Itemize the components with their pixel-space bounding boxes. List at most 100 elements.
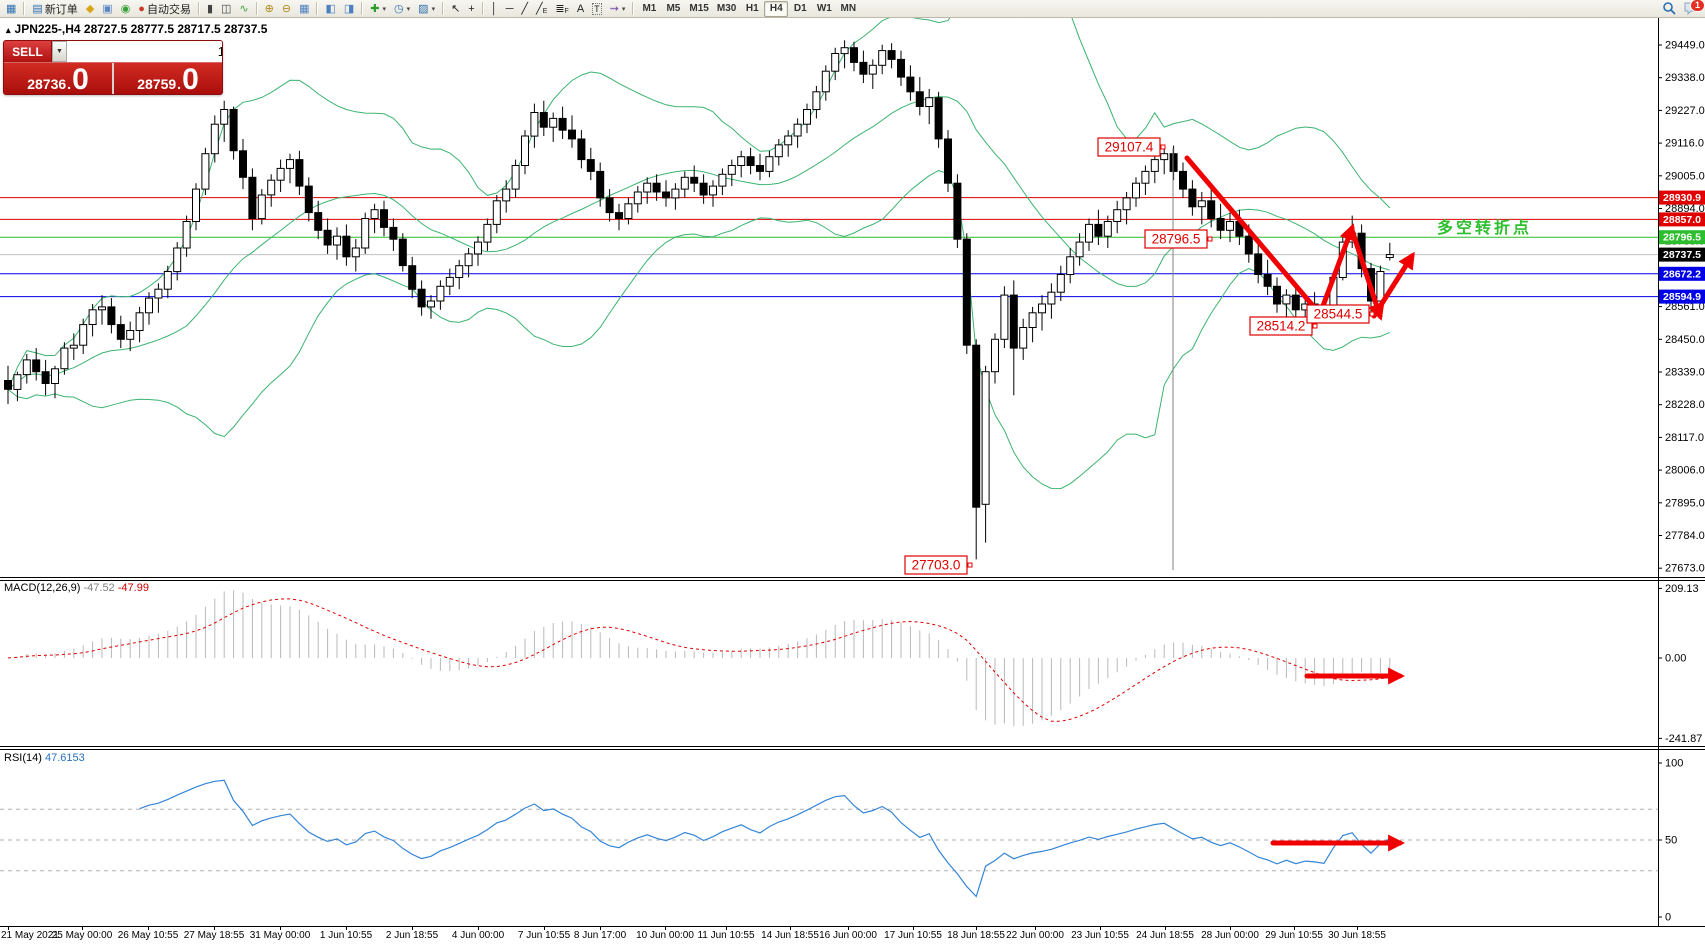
vertical-line-button[interactable]: │	[487, 1, 502, 17]
candle-body	[445, 276, 454, 287]
candle-body	[577, 138, 586, 161]
arrange-windows-button[interactable]: ◧	[321, 1, 339, 17]
macd-value-signal: -47.99	[117, 582, 149, 594]
text-label-icon: T	[592, 2, 602, 15]
price-badge-label: 28672.2	[1663, 268, 1701, 280]
line-chart-button[interactable]: ∿	[235, 1, 252, 17]
timeframe-w1-button[interactable]: W1	[812, 1, 836, 17]
candle-body	[314, 212, 323, 231]
price-badge	[1659, 247, 1705, 262]
new-chart-button[interactable]: ▦	[2, 1, 20, 17]
volume-down-button[interactable]: ▼	[52, 41, 67, 62]
candle-body	[483, 223, 492, 243]
zoom-in-button[interactable]: ⊕	[261, 1, 278, 17]
indicators-button[interactable]: ✚ ▾	[366, 1, 390, 17]
autotrading-button-label: 自动交易	[146, 3, 191, 16]
timeframe-m5-button[interactable]: M5	[661, 1, 685, 17]
templates-icon: ▨	[418, 2, 429, 15]
timeframe-m15-button[interactable]: M15	[685, 1, 712, 17]
candle-body	[492, 200, 501, 225]
axis-tick-label: 28561.0	[1665, 301, 1705, 313]
autotrading-button[interactable]: ● 自动交易	[134, 1, 195, 17]
price-badge-label: 28594.9	[1663, 291, 1701, 303]
candle-body	[60, 347, 69, 370]
axis-tick-label: 29227.0	[1665, 105, 1705, 117]
price-label-text: 28514.2	[1257, 319, 1306, 334]
candle-body	[511, 165, 520, 190]
candle-body	[1141, 170, 1150, 184]
macd-histogram	[16, 590, 1391, 727]
volume-input[interactable]	[67, 41, 222, 62]
bar-chart-button[interactable]: ▮	[203, 1, 217, 17]
timeframe-h1-button[interactable]: H1	[740, 1, 764, 17]
text-label-button[interactable]: T	[588, 1, 606, 17]
candle-body	[4, 380, 12, 390]
candles-layer	[4, 40, 1394, 560]
fibonacci-button[interactable]: ≣ F	[551, 1, 573, 17]
tile-windows-button[interactable]: ▦	[295, 1, 313, 17]
macd-signal-line	[7, 598, 1390, 722]
search-button[interactable]	[1662, 1, 1676, 17]
rsi-indicator-label: RSI(14) 47.6153	[4, 752, 85, 764]
signals-button[interactable]: ◉	[117, 1, 135, 17]
candle-body	[304, 185, 313, 214]
candle-body	[1197, 200, 1206, 208]
equidistant-channel-button[interactable]: ╱ E	[532, 1, 551, 17]
candle-body	[991, 338, 999, 373]
candlestick-chart-icon: ◫	[221, 2, 232, 15]
notifications-button[interactable]: 1	[1684, 0, 1705, 17]
macd-indicator-label: MACD(12,26,9) -47.52 -47.99	[4, 582, 149, 594]
time-axis: 21 May 2021 25 May 00:00 26 May 10:55 27 Ma…	[0, 926, 1705, 945]
shift-chart-button[interactable]: ◨	[340, 1, 358, 17]
candle-body	[22, 359, 31, 376]
text-button[interactable]: A	[573, 1, 588, 17]
time-axis-tick	[600, 927, 601, 930]
metaeditor-button[interactable]: ◆	[82, 1, 98, 17]
candle-body	[145, 297, 153, 314]
ask-price-button[interactable]: 28759. 0	[114, 63, 222, 94]
candle-body	[116, 324, 125, 340]
timeframe-m1-button[interactable]: M1	[637, 1, 661, 17]
candle-body	[1385, 254, 1394, 259]
terminal-button[interactable]: ▣	[98, 1, 116, 17]
sell-button[interactable]: SELL	[4, 41, 51, 62]
templates-button[interactable]: ▨ ▾	[414, 1, 439, 17]
bollinger-line	[7, 170, 1390, 490]
candle-body	[408, 265, 417, 290]
candle-body	[1376, 271, 1385, 302]
cursor-button[interactable]: ↖	[447, 1, 464, 17]
bid-price-button[interactable]: 28736. 0	[4, 63, 114, 94]
candle-body	[248, 176, 257, 220]
candlestick-chart-button[interactable]: ◫	[217, 1, 235, 17]
candle-body	[398, 238, 407, 267]
zoom-out-button[interactable]: ⊖	[278, 1, 295, 17]
arrows-button[interactable]: ⇝ ▾	[606, 1, 630, 17]
candle-body	[98, 306, 106, 311]
trend-arrow	[1184, 155, 1323, 317]
candle-body	[671, 188, 680, 199]
axis-tick-label: 28228.0	[1665, 399, 1705, 411]
horizontal-line-button[interactable]: ─	[502, 1, 518, 17]
time-axis-tick	[1230, 927, 1231, 930]
new-order-button[interactable]: ▤ 新订单	[28, 1, 81, 17]
timeframe-mn-button[interactable]: MN	[836, 1, 860, 17]
time-axis-label: 21 May 2021	[1, 930, 59, 941]
time-axis-label: 27 May 18:55	[183, 930, 245, 941]
time-axis-label: 8 Jun 17:00	[573, 930, 627, 941]
periods-button[interactable]: ◷ ▾	[390, 1, 414, 17]
candle-body	[79, 324, 88, 346]
candle-body	[1169, 153, 1178, 172]
crosshair-button[interactable]: +	[464, 1, 478, 17]
timeframe-d1-button[interactable]: D1	[788, 1, 812, 17]
price-chart[interactable]: 29107.4 28796.5 28514.2 28544.5 27703.0 多空转折点…	[0, 18, 1705, 926]
timeframe-m30-button[interactable]: M30	[713, 1, 740, 17]
timeframe-h4-button[interactable]: H4	[764, 0, 789, 17]
price-label-text: 29107.4	[1105, 140, 1154, 155]
candle-body	[1216, 218, 1225, 231]
trendline-button[interactable]: ╱	[517, 1, 532, 17]
candle-body	[436, 285, 445, 302]
collapse-icon[interactable]: ▴	[6, 25, 11, 35]
new-order-button-label: 新订单	[44, 3, 78, 16]
toolbar-separator	[481, 2, 484, 15]
candle-body	[295, 159, 304, 187]
